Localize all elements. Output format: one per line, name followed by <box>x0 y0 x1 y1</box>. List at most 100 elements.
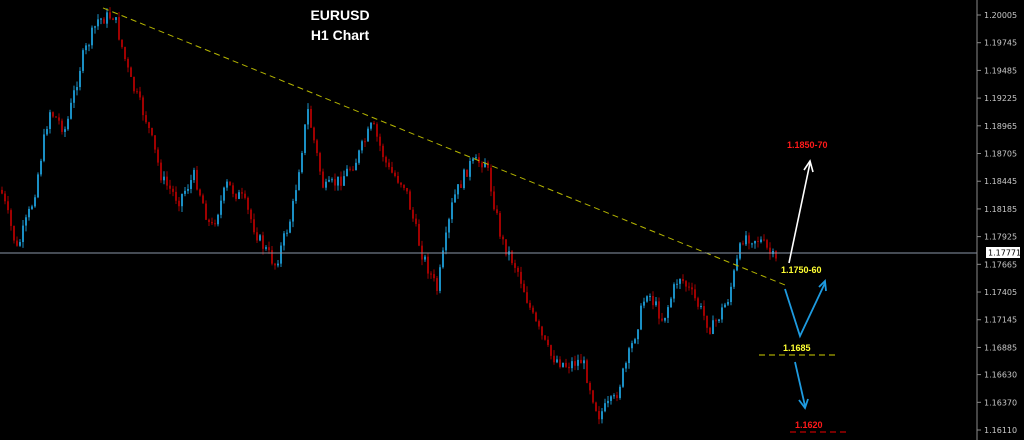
candle <box>241 192 243 194</box>
candle <box>514 263 516 268</box>
candle <box>70 102 72 119</box>
candle <box>85 45 87 51</box>
candle <box>343 176 345 186</box>
blue-arrow-down-icon <box>794 361 809 410</box>
candle <box>286 232 288 234</box>
candle <box>529 302 531 308</box>
candle <box>535 312 537 322</box>
candle <box>292 201 294 222</box>
candle <box>28 208 30 218</box>
candle <box>580 359 582 364</box>
candle <box>484 162 486 168</box>
candle <box>469 160 471 177</box>
candle <box>565 362 567 367</box>
candle <box>424 256 426 260</box>
candle <box>265 247 267 249</box>
candle <box>592 390 594 403</box>
price-tick-label: 1.18965 <box>984 122 1017 131</box>
candle <box>109 12 111 19</box>
candle <box>415 218 417 224</box>
candle <box>724 304 726 308</box>
candle <box>709 327 711 334</box>
candle <box>355 162 357 171</box>
candle <box>325 181 327 188</box>
candle <box>391 167 393 173</box>
candle <box>181 193 183 207</box>
candle <box>409 191 411 210</box>
candle <box>682 279 684 282</box>
candle <box>478 157 480 163</box>
candle <box>748 235 750 244</box>
candle <box>400 182 402 185</box>
candle <box>538 321 540 327</box>
candle <box>310 109 312 128</box>
candle <box>472 158 474 161</box>
descending-trendline <box>102 7 786 286</box>
candle <box>376 124 378 137</box>
candle <box>307 109 309 125</box>
candle <box>238 192 240 199</box>
candle <box>733 270 735 287</box>
candle <box>397 175 399 183</box>
candle <box>427 256 429 274</box>
candle <box>367 128 369 142</box>
candle <box>526 292 528 303</box>
candle <box>175 191 177 201</box>
candle <box>22 225 24 243</box>
candle <box>256 232 258 241</box>
candle <box>142 97 144 116</box>
candle <box>289 221 291 233</box>
resistance-zone-label: 1.1750-60 <box>781 265 822 275</box>
candle <box>100 18 102 20</box>
candle <box>184 190 186 194</box>
candle <box>319 153 321 172</box>
candle <box>163 176 165 181</box>
candle <box>502 236 504 240</box>
candle <box>298 172 300 191</box>
candle <box>157 149 159 163</box>
candle <box>7 201 9 211</box>
candle <box>685 281 687 287</box>
candle <box>664 317 666 321</box>
candle <box>712 320 714 334</box>
price-tick-label: 1.17405 <box>984 288 1017 297</box>
candle <box>643 301 645 306</box>
candle <box>517 267 519 272</box>
candle <box>454 194 456 203</box>
candle <box>370 122 372 129</box>
candle <box>340 176 342 186</box>
candle <box>31 206 33 209</box>
candle <box>223 187 225 201</box>
candle <box>760 239 762 242</box>
candle <box>658 301 660 319</box>
candle <box>331 179 333 181</box>
candle <box>388 162 390 168</box>
candle <box>262 235 264 249</box>
candle <box>439 267 441 291</box>
candle <box>154 135 156 150</box>
candle <box>523 283 525 293</box>
candle <box>583 360 585 364</box>
candle <box>520 271 522 284</box>
candle <box>313 127 315 141</box>
candle <box>715 320 717 322</box>
candle <box>130 67 132 77</box>
candle <box>244 193 246 198</box>
candle <box>187 188 189 191</box>
candle <box>385 157 387 163</box>
candle <box>736 258 738 271</box>
candle <box>172 188 174 192</box>
candle <box>217 214 219 225</box>
chart-title: EURUSD <box>310 7 369 23</box>
candle <box>457 184 459 195</box>
candle <box>487 162 489 168</box>
candle <box>544 335 546 340</box>
candle <box>556 359 558 363</box>
price-tick-label: 1.17665 <box>984 260 1017 269</box>
candle <box>670 298 672 308</box>
price-tick-label: 1.16110 <box>984 426 1017 435</box>
candle <box>214 223 216 225</box>
candle <box>679 279 681 284</box>
price-tick-label: 1.17145 <box>984 316 1017 325</box>
price-tick-label: 1.20005 <box>984 11 1017 20</box>
